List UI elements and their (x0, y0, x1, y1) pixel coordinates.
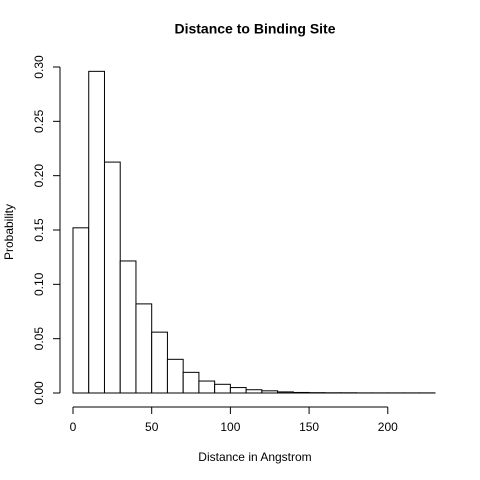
y-axis-label: Probability (2, 204, 16, 260)
y-tick-label: 0.10 (32, 272, 46, 296)
bar (229, 387, 247, 394)
bar (88, 70, 105, 394)
x-tick-label: 0 (70, 420, 77, 434)
y-tick-label: 0.20 (32, 164, 46, 188)
bar (277, 391, 294, 394)
bar (135, 303, 153, 394)
y-tick-label: 0.00 (32, 381, 46, 405)
x-tick-label: 100 (220, 420, 240, 434)
bar (103, 161, 121, 394)
x-tick-label: 200 (378, 420, 398, 434)
bar (214, 383, 231, 394)
chart-title: Distance to Binding Site (174, 21, 335, 37)
bar (261, 390, 279, 394)
x-axis-label: Distance in Angstrom (198, 450, 311, 464)
bar (182, 371, 200, 394)
bar (119, 260, 137, 394)
bar (198, 380, 216, 394)
x-tick-label: 50 (145, 420, 159, 434)
bar (245, 389, 263, 394)
bar (151, 331, 168, 394)
y-tick-label: 0.15 (32, 218, 46, 242)
bar (292, 391, 310, 394)
y-tick-label: 0.25 (32, 109, 46, 133)
bar (72, 227, 90, 394)
y-tick-label: 0.05 (32, 327, 46, 351)
bar (166, 358, 184, 394)
x-tick-label: 150 (299, 420, 319, 434)
y-tick-label: 0.30 (32, 55, 46, 79)
